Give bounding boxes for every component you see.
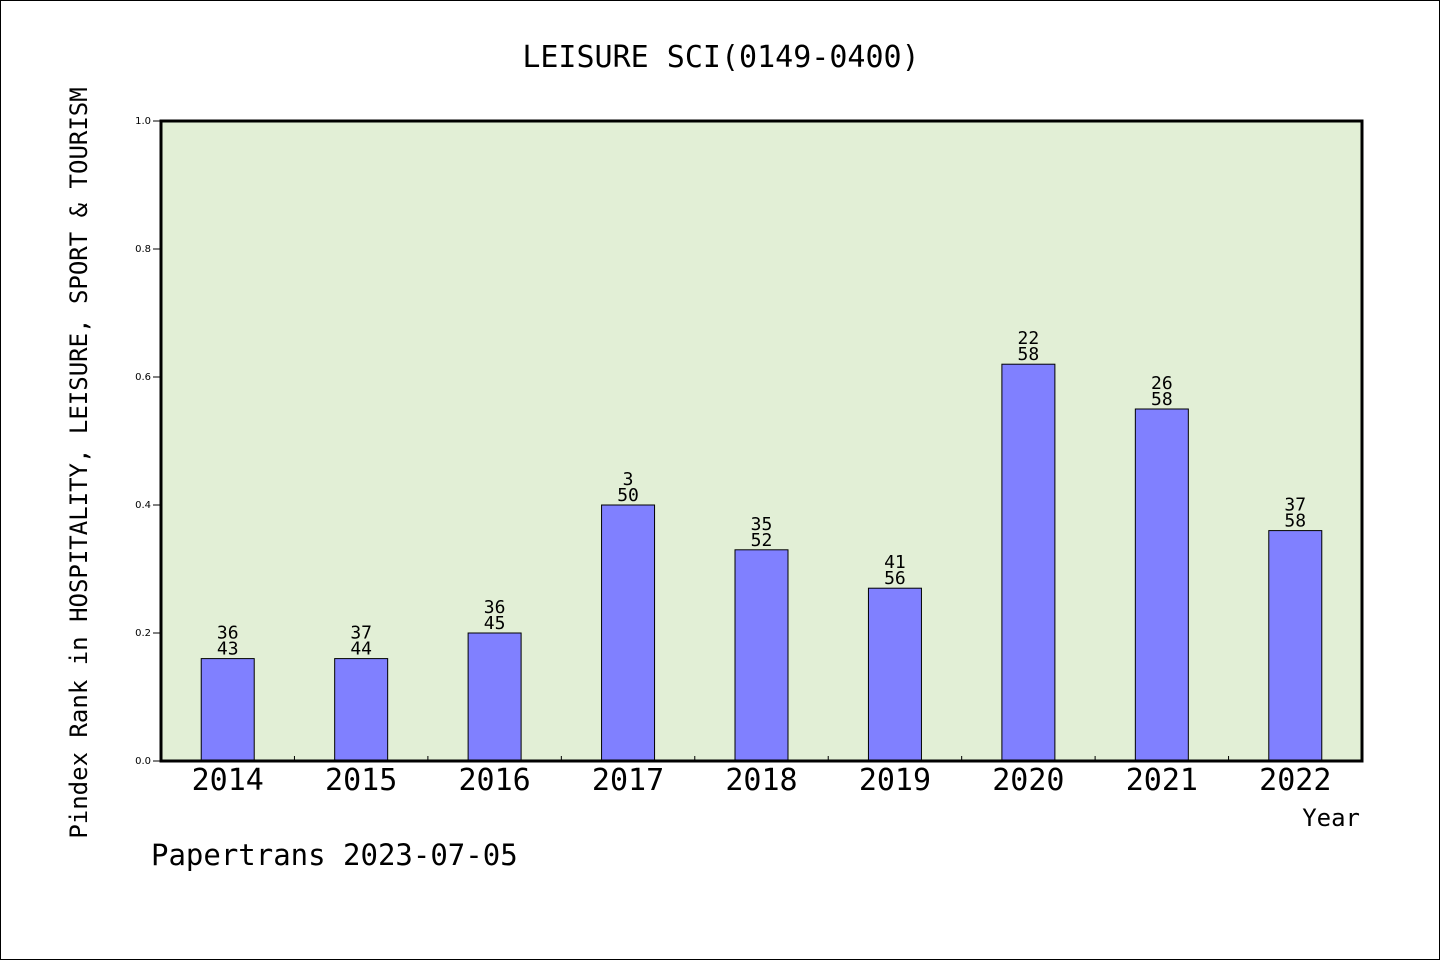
bar-2014	[200, 658, 255, 762]
bar-2019	[867, 587, 922, 762]
bar-total-label-2018: 52	[751, 530, 773, 551]
bar-rank-label-2021: 26	[1151, 373, 1173, 394]
y-axis-label: Pindex Rank in HOSPITALITY, LEISURE, SPO…	[65, 87, 93, 838]
y-axis-ticks: 0.0 0.2 0.4 0.6 0.8 1.0	[135, 116, 161, 767]
bar-total-label-2021: 58	[1151, 389, 1173, 410]
bar-total-label-2015: 44	[350, 639, 372, 660]
bar-2017	[601, 504, 656, 762]
bar-total-label-2017: 50	[617, 485, 639, 506]
bar-rank-label-2015: 37	[350, 623, 372, 644]
bar-2022	[1268, 530, 1323, 762]
bar-rank-label-2022: 37	[1284, 495, 1306, 516]
y-tick-label-2: 0.4	[135, 500, 151, 511]
x-tick-label-2020: 2020	[992, 763, 1064, 798]
x-tick-label-2017: 2017	[592, 763, 664, 798]
y-tick-label-4: 0.8	[135, 244, 151, 255]
plot-border	[159, 119, 1364, 763]
bar-rank-label-2016: 36	[484, 597, 506, 618]
bar-total-label-2019: 56	[884, 568, 906, 589]
x-tick-label-2016: 2016	[458, 763, 530, 798]
chart-title: LEISURE SCI(0149-0400)	[522, 40, 919, 75]
bar-rank-label-2014: 36	[217, 623, 239, 644]
bar-rank-label-2020: 22	[1018, 328, 1040, 349]
x-tick-label-2018: 2018	[725, 763, 797, 798]
bar-rank-label-2017: 3	[623, 469, 634, 490]
x-tick-label-2014: 2014	[192, 763, 264, 798]
bar-rank-label-2019: 41	[884, 552, 906, 573]
x-tick-label-2022: 2022	[1259, 763, 1331, 798]
bar-2015	[334, 658, 389, 762]
bar-2021	[1134, 408, 1189, 762]
bar-2018	[734, 549, 789, 762]
x-tick-label-2021: 2021	[1126, 763, 1198, 798]
bar-rank-label-2018: 35	[751, 514, 773, 535]
bar-2016	[467, 632, 522, 762]
bar-total-label-2022: 58	[1284, 511, 1306, 532]
y-tick-label-3: 0.6	[135, 372, 151, 383]
bar-total-label-2014: 43	[217, 639, 239, 660]
bar-2020	[1001, 363, 1056, 762]
y-tick-label-1: 0.2	[135, 628, 151, 639]
bar-total-label-2016: 45	[484, 613, 506, 634]
bar-total-label-2020: 58	[1018, 344, 1040, 365]
x-tick-label-2019: 2019	[859, 763, 931, 798]
y-tick-label-5: 1.0	[135, 116, 151, 127]
y-tick-label-0: 0.0	[135, 756, 151, 767]
footer-note: Papertrans 2023-07-05	[151, 838, 518, 872]
x-axis-ticks: 2014 2015 2016 2017 2018 2019 2020 2021 2022	[192, 756, 1331, 798]
x-axis-label: Year	[1302, 804, 1360, 832]
bars-group	[200, 363, 1323, 762]
x-tick-label-2015: 2015	[325, 763, 397, 798]
